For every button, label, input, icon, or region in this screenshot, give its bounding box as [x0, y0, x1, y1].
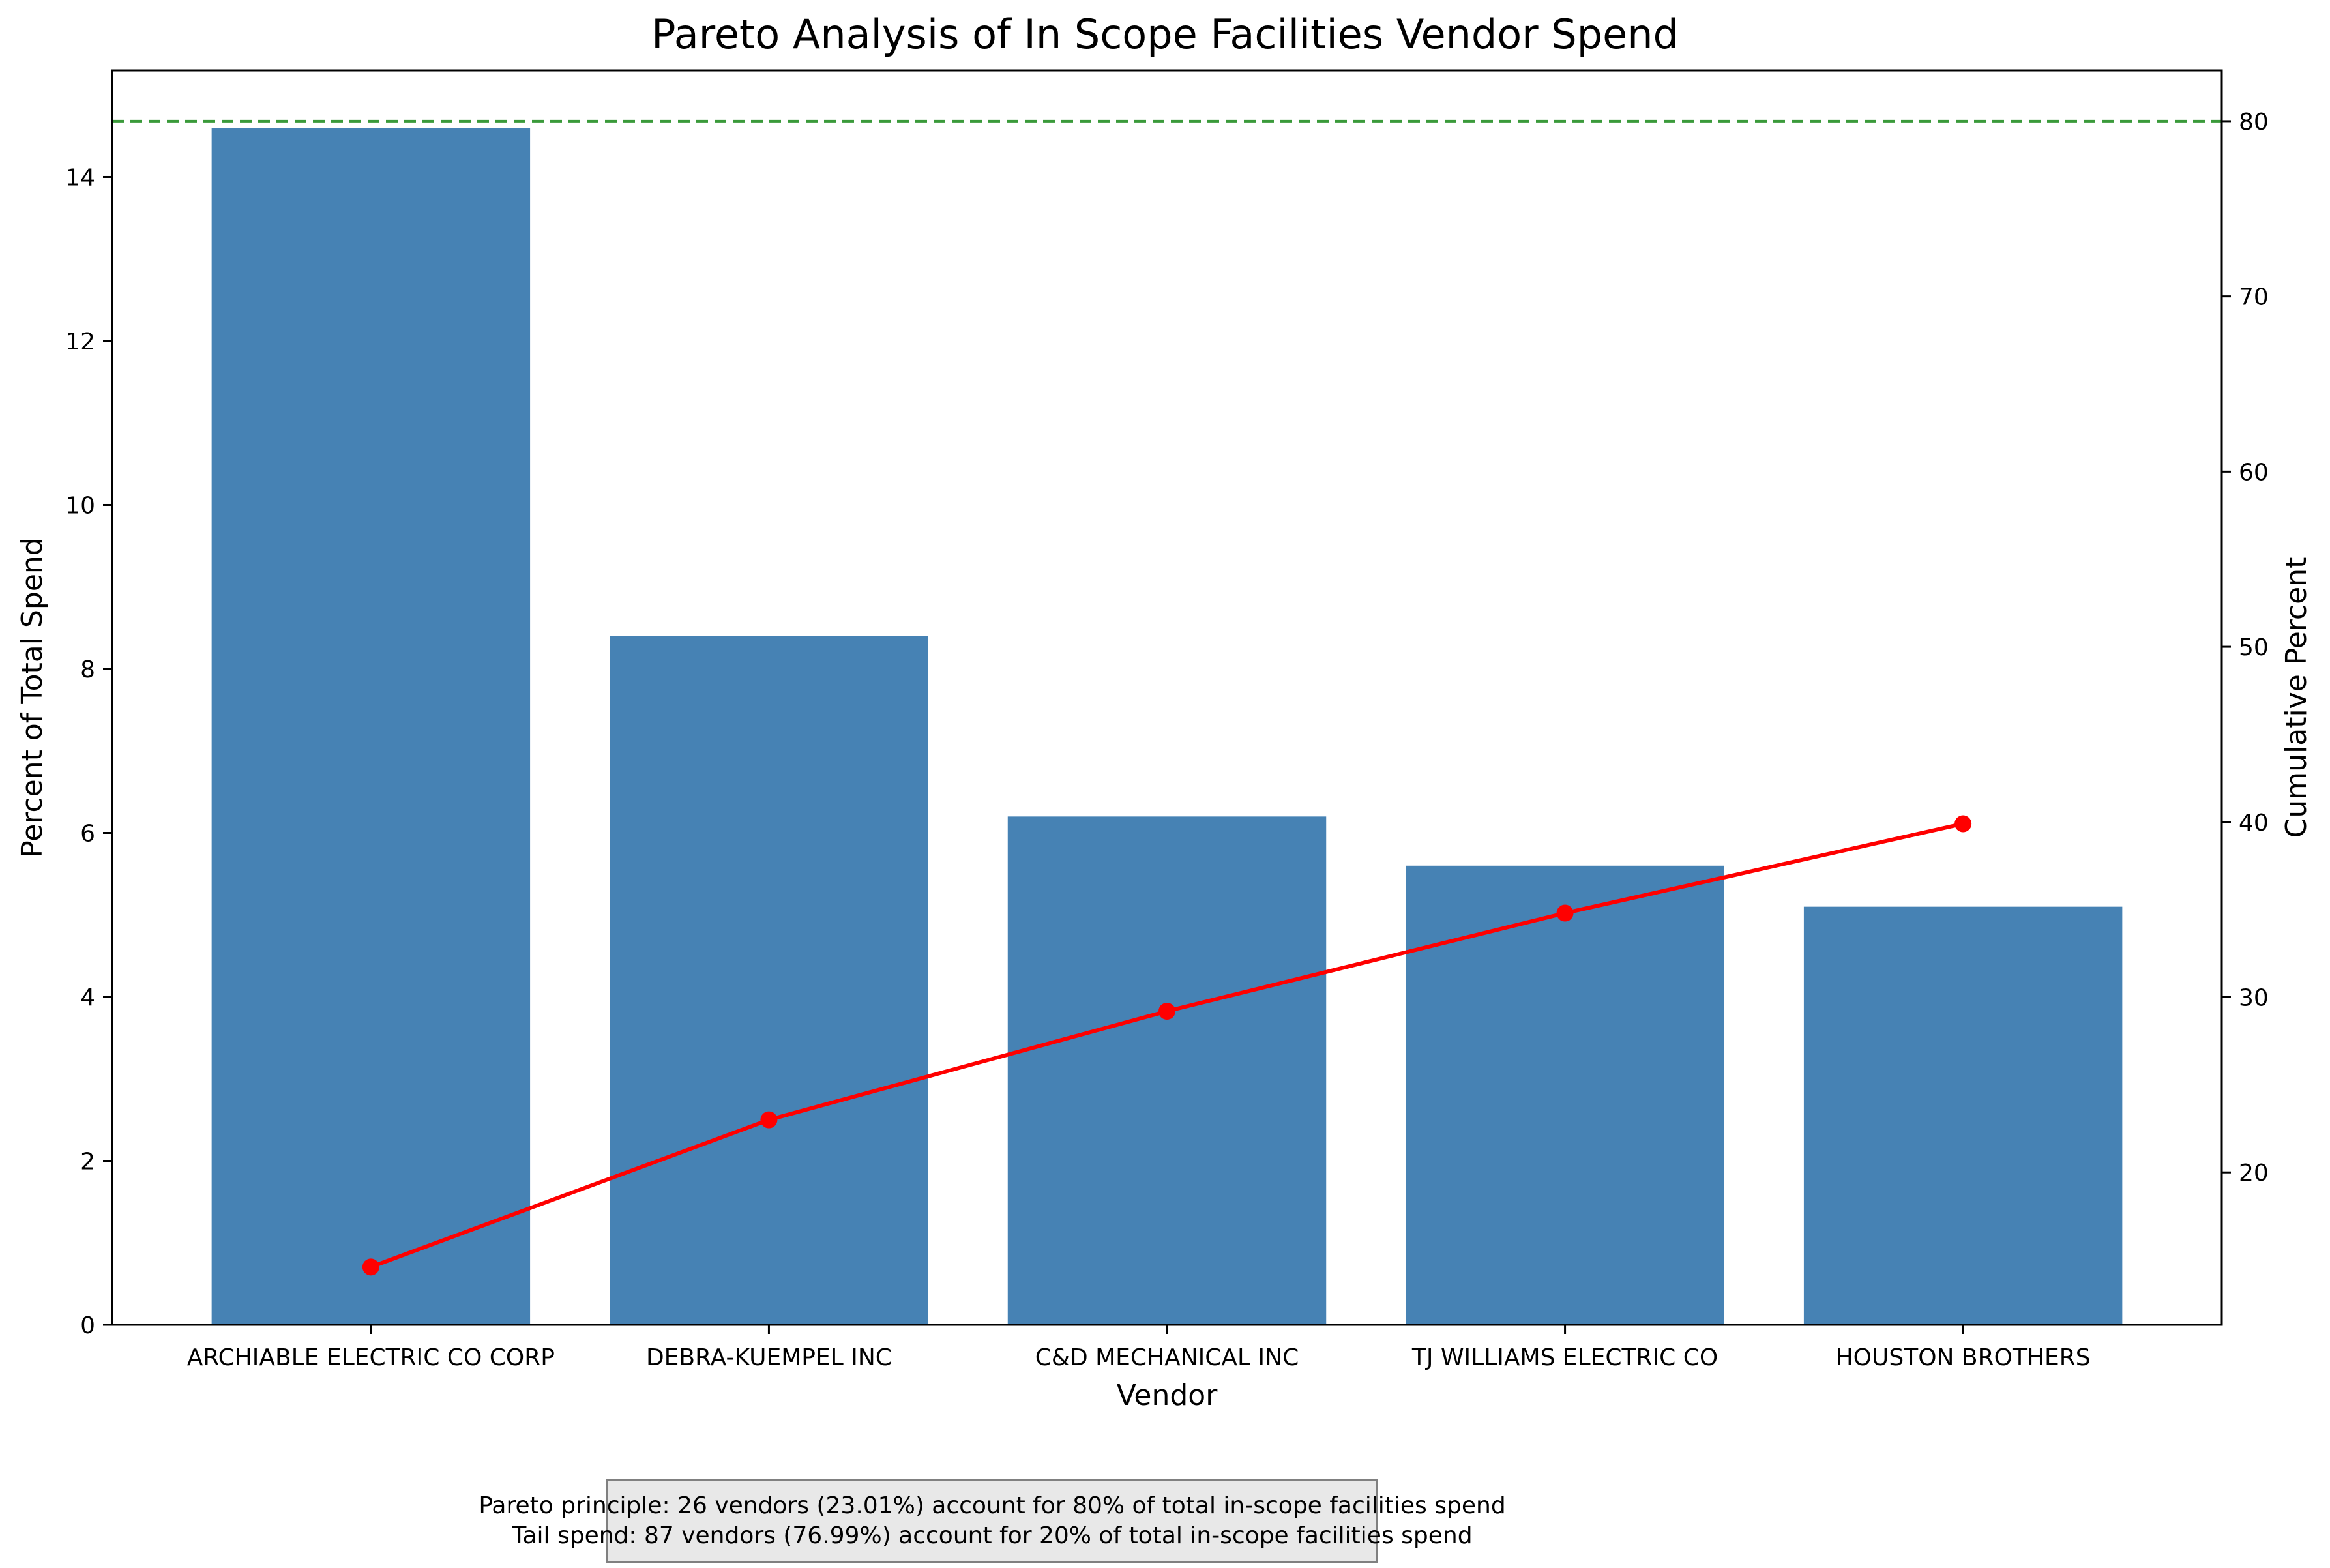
x-tick-label: DEBRA-KUEMPEL INC: [646, 1344, 892, 1371]
x-axis-label: Vendor: [1117, 1379, 1218, 1412]
y2-tick-label: 40: [2239, 810, 2269, 836]
bar: [1007, 816, 1327, 1325]
tail-spend-summary-line: Tail spend: 87 vendors (76.99%) account …: [512, 1522, 1473, 1549]
cumulative-point: [1556, 904, 1574, 922]
y2-tick-label: 30: [2239, 985, 2269, 1012]
y2-tick-label: 60: [2239, 459, 2269, 486]
y-tick-label: 0: [80, 1312, 95, 1339]
y2-tick-label: 70: [2239, 284, 2269, 311]
y2-tick-label: 20: [2239, 1160, 2269, 1187]
bar: [1803, 906, 2123, 1325]
y2-tick-label: 50: [2239, 634, 2269, 661]
cumulative-point: [362, 1258, 379, 1276]
y-tick-label: 6: [80, 820, 95, 847]
x-tick-label: C&D MECHANICAL INC: [1035, 1344, 1299, 1371]
x-tick-label: HOUSTON BROTHERS: [1836, 1344, 2091, 1371]
cumulative-point: [760, 1111, 778, 1129]
y-tick-label: 14: [65, 164, 95, 191]
x-tick-label: ARCHIABLE ELECTRIC CO CORP: [187, 1344, 555, 1371]
bar: [610, 636, 928, 1325]
y2-axis-label: Cumulative Percent: [2280, 557, 2313, 838]
bar: [1406, 865, 1724, 1325]
y-tick-label: 8: [80, 657, 95, 683]
y-axis-label: Percent of Total Spend: [16, 537, 49, 857]
y-tick-label: 4: [80, 984, 95, 1011]
x-tick-label: TJ WILLIAMS ELECTRIC CO: [1411, 1344, 1718, 1371]
pareto-summary-box: Pareto principle: 26 vendors (23.01%) ac…: [479, 1479, 1506, 1563]
cumulative-point: [1954, 815, 1972, 833]
pareto-summary-line: Pareto principle: 26 vendors (23.01%) ac…: [479, 1492, 1506, 1519]
y-tick-label: 10: [65, 492, 95, 519]
cumulative-point: [1158, 1003, 1175, 1020]
bar: [211, 128, 531, 1325]
chart-title: Pareto Analysis of In Scope Facilities V…: [651, 10, 1679, 58]
y-tick-label: 2: [80, 1148, 95, 1175]
y2-tick-label: 80: [2239, 109, 2269, 136]
y-tick-label: 12: [65, 329, 95, 355]
